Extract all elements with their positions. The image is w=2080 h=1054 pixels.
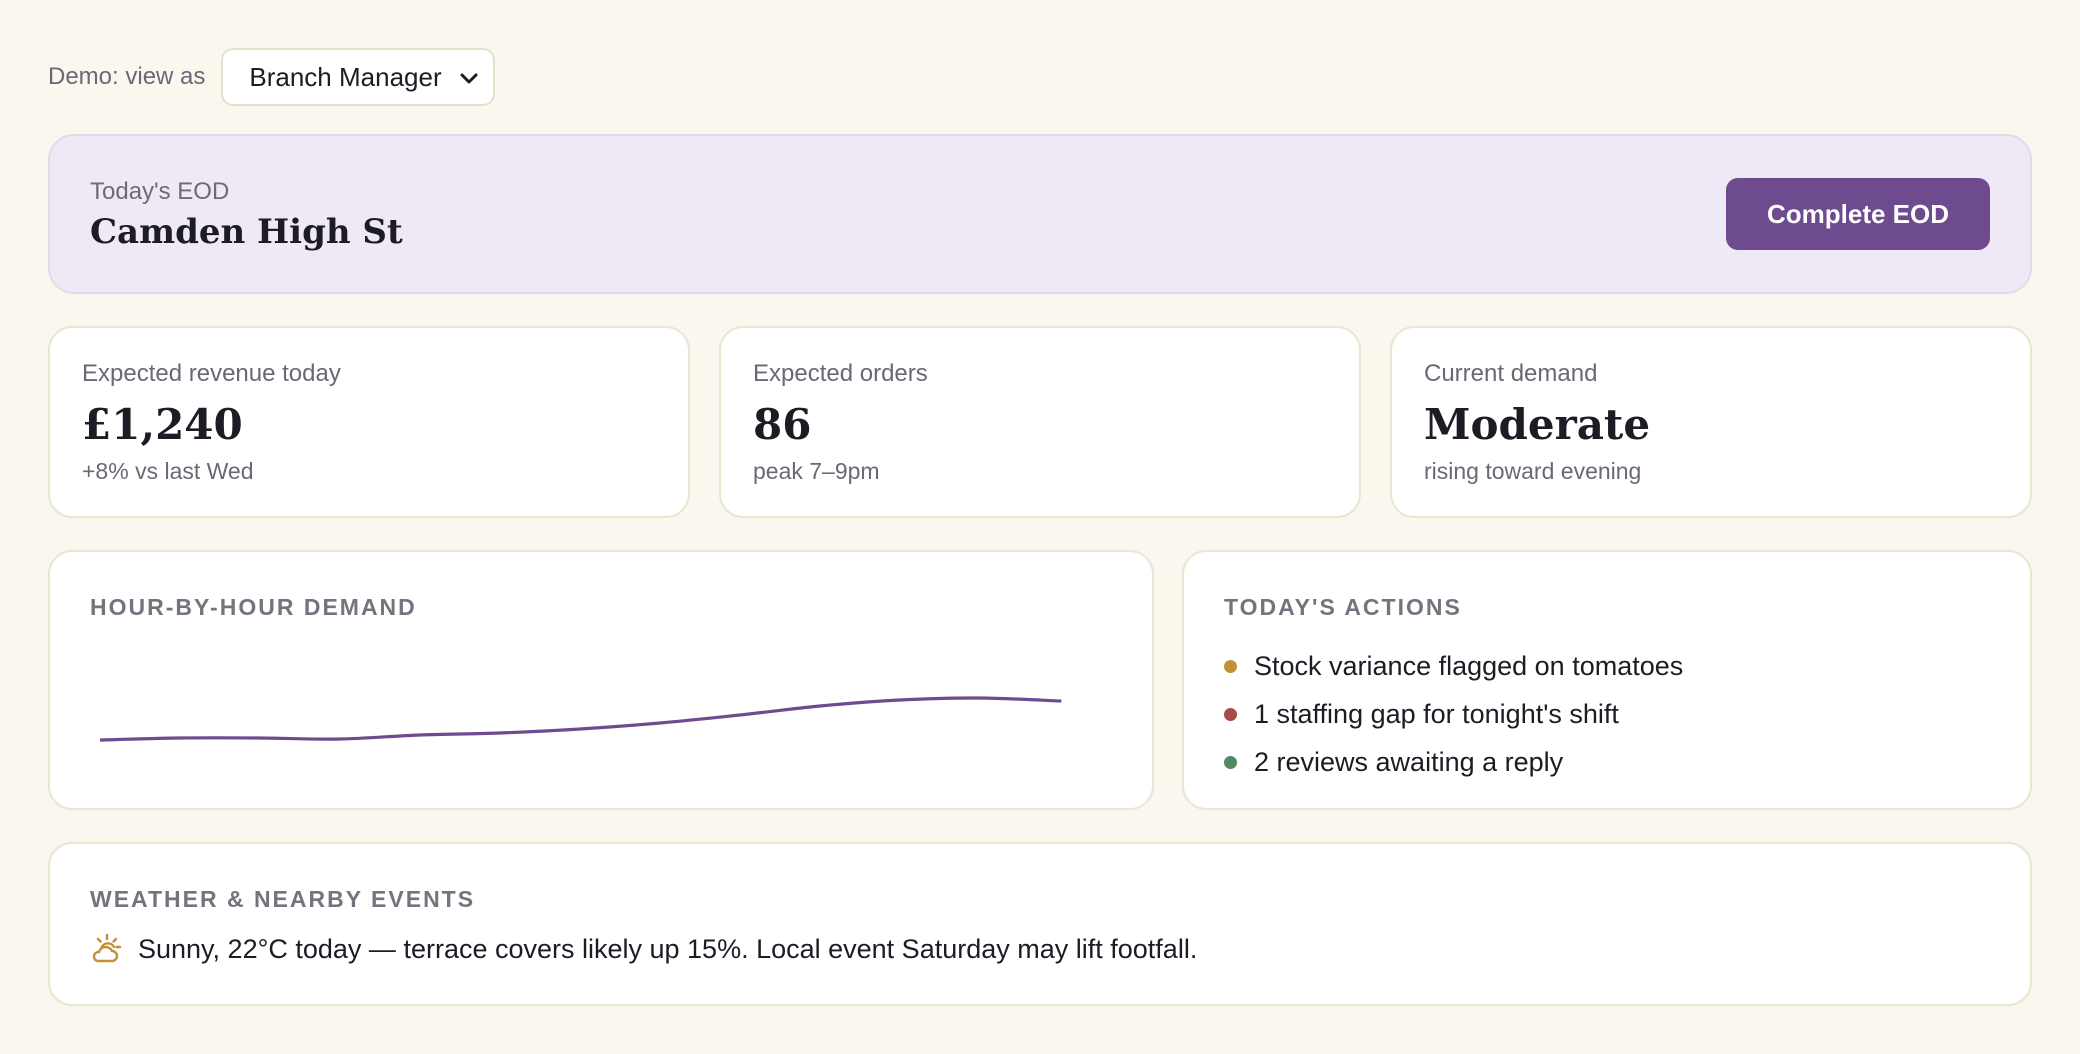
kpi-sub: peak 7–9pm [753,458,880,484]
kpi-sub: rising toward evening [1424,458,1642,484]
demand-series-line [100,696,1062,742]
weather-panel-title: WEATHER & NEARBY EVENTS [90,886,476,912]
kpi-card-demand: Current demand Moderate rising toward ev… [1390,326,2032,518]
branch-name: Camden High St [90,212,403,252]
kpi-label: Current demand [1424,360,1598,387]
action-text: 2 reviews awaiting a reply [1254,746,1564,777]
kpi-card-revenue: Expected revenue today £1,240 +8% vs las… [48,326,690,518]
weather-panel: WEATHER & NEARBY EVENTS Sunny, 22°C toda… [48,842,2032,1006]
sun-cloud-icon [92,933,122,963]
kpi-value: Moderate [1424,400,1651,449]
action-item[interactable]: 1 staffing gap for tonight's shift [1224,690,1683,738]
role-picker: Demo: view as Branch Manager [48,48,496,106]
action-item[interactable]: Stock variance flagged on tomatoes [1224,642,1683,690]
weather-summary: Sunny, 22°C today — terrace covers likel… [90,932,1197,966]
demand-sparkline [100,696,1062,742]
demand-panel-title: HOUR-BY-HOUR DEMAND [90,594,417,620]
status-dot [1224,755,1237,769]
demand-panel: HOUR-BY-HOUR DEMAND [48,550,1154,810]
action-text: 1 staffing gap for tonight's shift [1254,698,1619,729]
actions-panel-title: TODAY'S ACTIONS [1224,594,1462,620]
kpi-sub: +8% vs last Wed [82,458,254,484]
role-select-value: Branch Manager [249,61,442,92]
eod-eyebrow: Today's EOD [90,178,230,205]
kpi-value: £1,240 [82,400,243,449]
action-item[interactable]: 2 reviews awaiting a reply [1224,738,1683,786]
kpi-label: Expected orders [753,360,928,387]
complete-eod-button[interactable]: Complete EOD [1726,178,1990,250]
kpi-card-orders: Expected orders 86 peak 7–9pm [719,326,1361,518]
role-picker-label: Demo: view as [48,63,206,90]
kpi-label: Expected revenue today [82,360,341,387]
chevron-down-icon [460,73,478,84]
action-text: Stock variance flagged on tomatoes [1254,650,1684,681]
kpi-value: 86 [753,400,812,449]
actions-panel: TODAY'S ACTIONS Stock variance flagged o… [1182,550,2032,810]
status-dot [1224,659,1237,673]
status-dot [1224,707,1237,721]
eod-banner: Today's EOD Camden High St Complete EOD [48,134,2032,294]
actions-list: Stock variance flagged on tomatoes 1 sta… [1224,642,1683,786]
weather-text: Sunny, 22°C today — terrace covers likel… [138,933,1198,964]
role-select[interactable]: Branch Manager [221,48,496,106]
